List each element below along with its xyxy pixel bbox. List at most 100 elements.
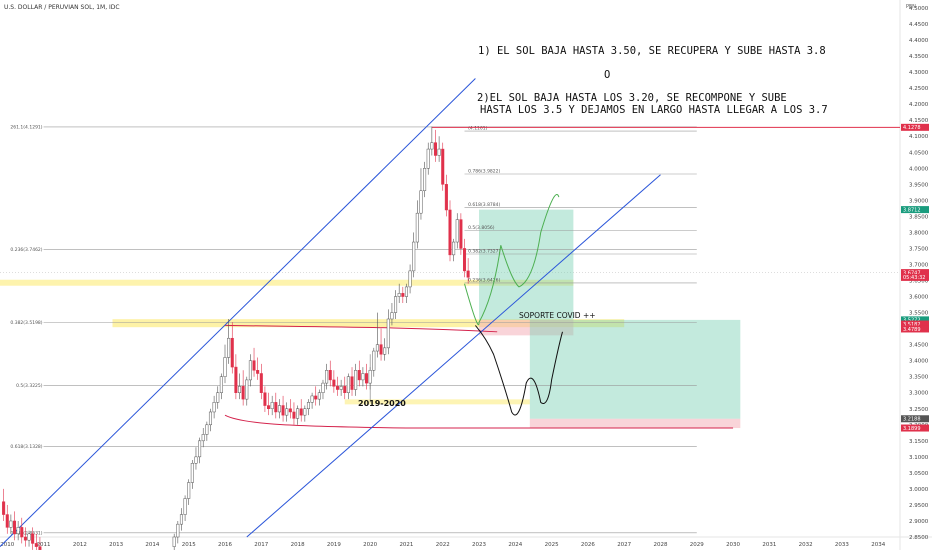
candle-body [306, 402, 310, 410]
x-tick-label: 2022 [436, 542, 450, 548]
candle-body [241, 386, 245, 400]
candle-body [212, 402, 216, 413]
x-tick-label: 2026 [581, 542, 595, 548]
candle-body [339, 386, 343, 390]
candle-body [350, 376, 354, 390]
y-tick-label: 3.7500 [909, 246, 929, 252]
x-tick-label: 2025 [545, 542, 559, 548]
candle-body [234, 366, 238, 393]
y-tick-label: 4.4500 [909, 22, 929, 28]
candle-body [314, 395, 318, 400]
x-tick-label: 2017 [254, 542, 268, 548]
y-tick-label: 4.1500 [909, 118, 929, 124]
candle-body [281, 405, 285, 416]
candle-body [346, 376, 350, 393]
candle-body [227, 337, 231, 358]
candle-body [372, 350, 376, 371]
x-tick-label: 2029 [690, 542, 704, 548]
x-tick-label: 2031 [762, 542, 776, 548]
fib-label: 0.236(3.7462) [10, 247, 42, 253]
x-tick-label: 2030 [726, 542, 740, 548]
x-tick-label: 2019 [327, 542, 341, 548]
candle-body [9, 520, 13, 528]
candle-body [466, 270, 470, 278]
y-tick-label: 3.5500 [909, 311, 929, 317]
fib-label: 0.786(2.8631) [10, 530, 42, 536]
channel-lower-line [246, 174, 661, 538]
candle-body [277, 405, 281, 413]
candle-body [16, 527, 20, 535]
y-tick-label: 3.6000 [909, 295, 929, 301]
pair-title: U.S. DOLLAR / PERUVIAN SOL, 1M, IDC [4, 4, 120, 11]
candle-body [267, 405, 271, 410]
fib-label-right: (4.1161) [468, 126, 488, 132]
candle-body [263, 392, 267, 406]
candle-body [230, 337, 234, 368]
price-badge [901, 206, 929, 214]
candle-body [328, 370, 332, 381]
y-tick-label: 4.0500 [909, 150, 929, 156]
annotation-covid-support: SOPORTE COVID ++ [519, 311, 596, 320]
candle-body [415, 212, 419, 243]
x-tick-label: 2018 [291, 542, 305, 548]
candle-body [34, 543, 38, 547]
y-tick-label: 3.8500 [909, 214, 929, 220]
x-tick-label: 2033 [835, 542, 849, 548]
candle-body [368, 370, 372, 384]
candle-body [38, 546, 42, 550]
price-badge [901, 424, 929, 432]
candle-body [335, 386, 340, 390]
fib-label-right: 0.236(3.6426) [468, 277, 500, 283]
candle-body [223, 357, 227, 377]
y-tick-label: 3.0000 [909, 487, 929, 493]
candle-body [296, 408, 300, 419]
x-tick-label: 2024 [508, 542, 522, 548]
y-tick-label: 3.1500 [909, 439, 929, 445]
candle-body [404, 286, 408, 297]
y-tick-label: 3.3000 [909, 391, 929, 397]
y-tick-label: 3.9000 [909, 198, 929, 204]
projection-scenario-1 [464, 194, 560, 326]
candle-body [310, 395, 314, 403]
projection-scenario-2 [475, 325, 563, 416]
channel-upper-line [0, 78, 476, 547]
x-tick-label: 2034 [871, 542, 885, 548]
x-tick-label: 2010 [0, 542, 14, 548]
candle-body [252, 360, 256, 371]
annotation-period: 2019-2020 [358, 399, 406, 408]
y-tick-label: 3.4500 [909, 343, 929, 349]
price-badge-label: 3.1899 [903, 426, 921, 432]
candle-body [455, 219, 459, 243]
candle-body [433, 142, 438, 156]
x-tick-label: 2027 [617, 542, 631, 548]
y-tick-label: 4.3500 [909, 54, 929, 60]
price-badge-label: 05:43:32 [903, 275, 925, 281]
fib-label: 261.1(4.1291) [10, 124, 42, 130]
support-zone-lower [344, 399, 530, 405]
candle-body [375, 344, 379, 352]
y-tick-label: 4.5000 [909, 6, 929, 12]
candle-body [31, 533, 35, 544]
price-badge-label: 3.6747 [903, 270, 921, 276]
currency-label: PEN [906, 4, 916, 10]
candle-body [462, 248, 467, 272]
fib-label-right: 0.618(3.8784) [468, 202, 500, 208]
candle-body [437, 148, 441, 156]
candle-body [419, 190, 423, 214]
x-tick-label: 2015 [182, 542, 196, 548]
price-badge [901, 123, 929, 131]
x-tick-label: 2021 [399, 542, 413, 548]
x-tick-label: 2012 [73, 542, 87, 548]
y-tick-label: 3.6500 [909, 279, 929, 285]
y-tick-label: 3.8000 [909, 230, 929, 236]
candle-body [23, 536, 27, 541]
candle-body [321, 382, 325, 393]
candle-body [354, 370, 358, 390]
y-tick-label: 2.9500 [909, 503, 929, 509]
y-tick-label: 2.8500 [909, 535, 929, 541]
candle-body [365, 373, 369, 384]
candle-body [2, 501, 6, 515]
support-zone-covid [112, 319, 625, 328]
candle-body [216, 392, 220, 403]
